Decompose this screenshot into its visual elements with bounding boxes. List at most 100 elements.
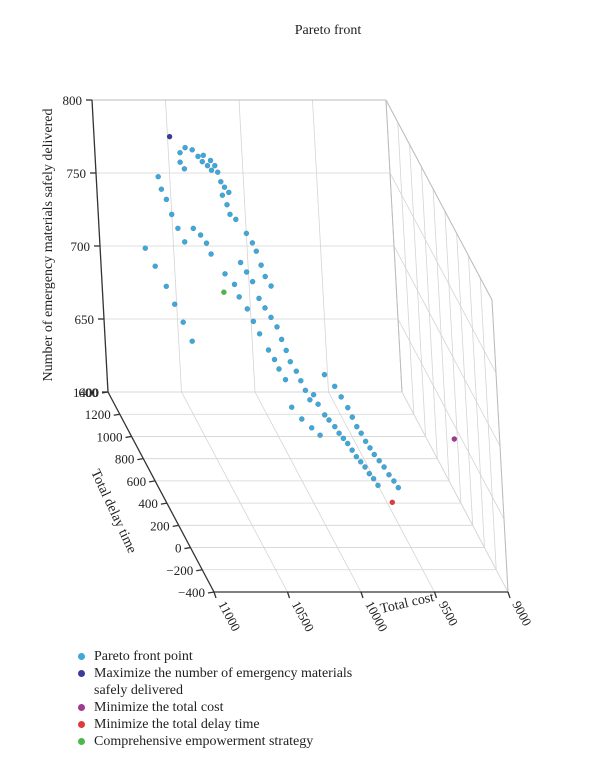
y-tick-mark (113, 413, 120, 416)
x-tick-mark (213, 591, 217, 599)
z-tick-label: 650 (75, 312, 95, 327)
pareto-front-point (362, 438, 369, 445)
legend-item-comprehensive: Comprehensive empowerment strategy (78, 733, 384, 750)
y-tick-mark (207, 591, 215, 594)
pareto-front-point (237, 259, 244, 266)
pareto-front-point (308, 424, 315, 431)
label-layer: Pareto front Total cost Total delay time… (41, 23, 436, 617)
pareto-front-point (376, 457, 383, 464)
pareto-front-point (381, 464, 387, 470)
pareto-front-point (331, 383, 338, 390)
pareto-front-point (243, 230, 250, 237)
max-materials-point (166, 133, 173, 140)
pareto-front-point (344, 440, 351, 447)
pareto-front-point (321, 412, 328, 418)
pareto-front-point (253, 248, 260, 254)
pareto-front-point (181, 239, 188, 245)
comprehensive-point (221, 289, 227, 296)
pareto-front-point (249, 278, 256, 285)
y-tick-label: 1200 (85, 407, 111, 422)
y-tick-label: 0 (175, 541, 182, 556)
y-tick-mark (125, 435, 132, 439)
pareto-front-point (155, 173, 161, 180)
pareto-front-point (250, 318, 257, 325)
pareto-front-point (265, 347, 272, 353)
pareto-front-point (224, 201, 230, 208)
pareto-front-point (278, 336, 285, 343)
pareto-front-point (182, 144, 188, 151)
pareto-front-point (231, 281, 238, 288)
x-tick-label: 9000 (509, 598, 534, 628)
chart-title: Pareto front (295, 23, 362, 38)
pareto-front-point (283, 347, 290, 354)
pareto-front-point (256, 330, 263, 337)
min-delay-point (389, 499, 396, 506)
pareto-front-point (370, 475, 377, 482)
legend-item-pareto: Pareto front point (78, 648, 384, 665)
pareto-front-point (203, 240, 210, 246)
z-tick-label: 750 (67, 166, 87, 181)
pareto-front-point (189, 338, 195, 345)
pareto-front-point (225, 189, 232, 196)
pareto-front-point (249, 239, 256, 246)
pareto-front-point (391, 478, 397, 484)
y-tick-label: −200 (166, 563, 193, 578)
pareto-front-point (152, 263, 158, 270)
pareto-front-point (219, 192, 226, 198)
legend: Pareto front point Maximize the number o… (78, 648, 384, 750)
legend-label-comprehensive: Comprehensive empowerment strategy (94, 734, 314, 749)
pareto-front-point (208, 167, 215, 173)
floor-gridline (328, 391, 435, 593)
y-tick-label: 1000 (97, 429, 123, 444)
pareto-front-point (243, 269, 250, 275)
pareto-front-point (331, 423, 338, 430)
box-edge (385, 99, 403, 393)
x-tick-mark (433, 591, 438, 599)
pareto-front-point (395, 484, 402, 491)
pareto-front-point (298, 416, 305, 422)
pareto-front-point (375, 482, 381, 489)
y-tick-mark (149, 480, 156, 483)
z-tick-label: 700 (71, 239, 91, 254)
pareto-front-point (293, 368, 300, 375)
pareto-front-point (287, 358, 294, 365)
pareto-front-point (302, 387, 309, 394)
pareto-front-point (211, 162, 218, 169)
y-tick-label: 800 (115, 452, 135, 467)
side-wall-gridline (401, 391, 509, 593)
pareto-front-point (189, 146, 195, 153)
pareto-front-point (204, 162, 211, 169)
floor-gridline (181, 391, 288, 593)
pareto-front-point (321, 371, 328, 378)
pareto-front-point (200, 152, 207, 159)
pareto-front-point (353, 453, 360, 460)
pareto-front-point (207, 157, 214, 164)
side-wall-gridline (393, 245, 501, 447)
legend-marker-max-materials (78, 670, 85, 677)
pareto-front-point (297, 377, 304, 384)
legend-marker-min-delay (78, 721, 85, 728)
y-tick-mark (137, 458, 144, 461)
pareto-front-point (256, 295, 262, 302)
pareto-front-point (177, 149, 183, 156)
pareto-front-point (276, 366, 282, 372)
x-tick-label: 10500 (289, 598, 318, 634)
x-tick-mark (360, 591, 364, 599)
box-edge (385, 99, 493, 301)
pareto-front-point (217, 178, 224, 185)
pareto-front-point (262, 305, 268, 311)
x-tick-label: 9500 (436, 598, 461, 628)
pareto-front-point (232, 216, 239, 223)
pareto-front-point (349, 447, 355, 453)
y-tick-mark (172, 524, 179, 527)
pareto-front-point (244, 306, 251, 312)
y-tick-label: −400 (178, 585, 205, 600)
x-tick-label: 11000 (215, 598, 243, 633)
pareto-front-point (180, 319, 186, 326)
pareto-front-point (163, 283, 170, 290)
side-wall-gridline (389, 172, 497, 374)
pareto-front-point (227, 211, 233, 218)
pareto-front-point (268, 314, 274, 321)
pareto-front-point (307, 396, 313, 403)
pareto-front-point (258, 262, 264, 268)
